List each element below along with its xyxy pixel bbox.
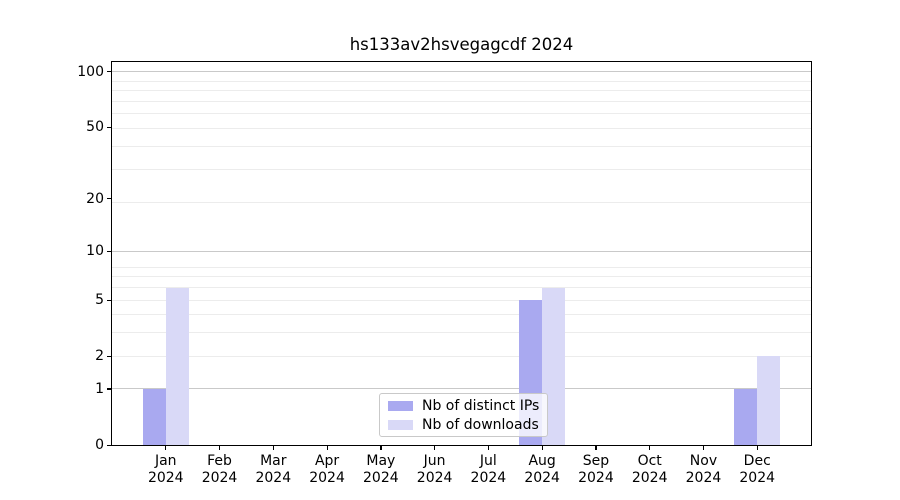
legend-label: Nb of distinct IPs	[422, 397, 540, 414]
x-tick-year: 2024	[685, 470, 722, 486]
x-tick-year: 2024	[739, 470, 776, 486]
legend-swatch	[388, 419, 413, 430]
minor-gridline	[112, 90, 811, 92]
x-tick-mark	[649, 446, 651, 450]
x-tick-label: Nov 2024	[671, 453, 735, 487]
y-tick-label: 10	[86, 243, 104, 260]
minor-gridline	[112, 287, 811, 289]
bar-downloads	[165, 287, 189, 445]
minor-gridline	[112, 299, 811, 301]
x-tick-month: Aug	[528, 453, 556, 469]
x-tick-year: 2024	[309, 470, 345, 486]
minor-gridline	[112, 146, 811, 148]
y-tick-mark	[107, 250, 111, 252]
x-tick-mark	[756, 446, 758, 450]
x-tick-year: 2024	[255, 470, 292, 486]
minor-gridline	[112, 332, 811, 334]
y-tick-label: 0	[95, 437, 104, 453]
x-tick-month: Jan	[154, 453, 177, 469]
x-tick-year: 2024	[578, 470, 614, 486]
minor-gridline	[112, 202, 811, 204]
x-tick-mark	[541, 446, 543, 450]
x-tick-mark	[595, 446, 597, 450]
x-tick-label: Feb 2024	[188, 453, 252, 487]
legend-item: Nb of distinct IPs	[388, 397, 539, 414]
y-tick-label: 1	[95, 380, 104, 397]
bar-downloads	[757, 356, 781, 445]
x-tick-year: 2024	[147, 470, 184, 486]
x-tick-mark	[326, 446, 328, 450]
x-tick-mark	[165, 446, 167, 450]
x-tick-label: Jan 2024	[134, 453, 198, 487]
minor-gridline	[112, 266, 811, 268]
x-tick-mark	[434, 446, 436, 450]
major-gridline	[112, 250, 811, 252]
y-tick-mark	[107, 444, 111, 446]
x-tick-label: Sep 2024	[564, 453, 628, 487]
x-tick-month: Oct	[637, 453, 662, 469]
y-tick-mark	[107, 388, 111, 390]
x-tick-month: Mar	[260, 453, 287, 469]
x-tick-month: Feb	[207, 453, 232, 469]
x-tick-year: 2024	[631, 470, 668, 486]
y-tick-mark	[107, 71, 111, 73]
major-gridline	[112, 71, 811, 73]
bar-distinct-ips	[142, 388, 166, 445]
x-tick-month: Jul	[479, 453, 497, 469]
x-tick-label: Aug 2024	[510, 453, 574, 487]
y-tick-mark	[107, 355, 111, 357]
x-tick-year: 2024	[416, 470, 453, 486]
y-tick-mark	[107, 126, 111, 128]
minor-gridline	[112, 113, 811, 115]
x-tick-label: Oct 2024	[618, 453, 682, 487]
legend-label: Nb of downloads	[422, 416, 539, 433]
x-tick-label: Mar 2024	[241, 453, 305, 487]
x-tick-month: Apr	[314, 453, 340, 469]
plot-area	[111, 61, 812, 446]
x-tick-label: Jul 2024	[456, 453, 520, 487]
x-tick-mark	[219, 446, 221, 450]
y-tick-label: 20	[86, 190, 104, 207]
x-tick-label: May 2024	[349, 453, 413, 487]
minor-gridline	[112, 169, 811, 171]
y-tick-label: 5	[95, 292, 104, 309]
minor-gridline	[112, 100, 811, 102]
x-tick-month: May	[366, 453, 396, 469]
x-tick-label: Dec 2024	[725, 453, 789, 487]
x-tick-month: Nov	[689, 453, 718, 469]
x-tick-mark	[380, 446, 382, 450]
x-tick-month: Dec	[743, 453, 771, 469]
x-tick-month: Jun	[423, 453, 446, 469]
major-gridline	[112, 388, 811, 390]
minor-gridline	[112, 80, 811, 82]
minor-gridline	[112, 314, 811, 316]
x-tick-mark	[272, 446, 274, 450]
x-tick-mark	[487, 446, 490, 450]
x-tick-year: 2024	[201, 470, 238, 486]
y-tick-mark	[107, 299, 111, 301]
x-tick-year: 2024	[524, 470, 560, 486]
legend-swatch	[388, 400, 413, 411]
minor-gridline	[112, 128, 811, 130]
chart-title: hs133av2hsvegagcdf 2024	[349, 35, 574, 54]
x-tick-month: Sep	[582, 453, 610, 469]
x-tick-label: Apr 2024	[295, 453, 359, 487]
bar-distinct-ips	[734, 388, 758, 445]
x-tick-year: 2024	[363, 470, 399, 486]
minor-gridline	[112, 355, 811, 357]
legend: Nb of distinct IPs Nb of downloads	[379, 393, 549, 437]
legend-item: Nb of downloads	[388, 416, 539, 433]
minor-gridline	[112, 276, 811, 278]
x-tick-mark	[702, 446, 705, 450]
y-tick-label: 50	[86, 119, 104, 136]
x-tick-year: 2024	[470, 470, 507, 486]
y-tick-label: 100	[77, 63, 104, 80]
y-tick-mark	[107, 198, 111, 200]
y-tick-label: 2	[95, 348, 104, 365]
x-tick-label: Jun 2024	[403, 453, 467, 487]
